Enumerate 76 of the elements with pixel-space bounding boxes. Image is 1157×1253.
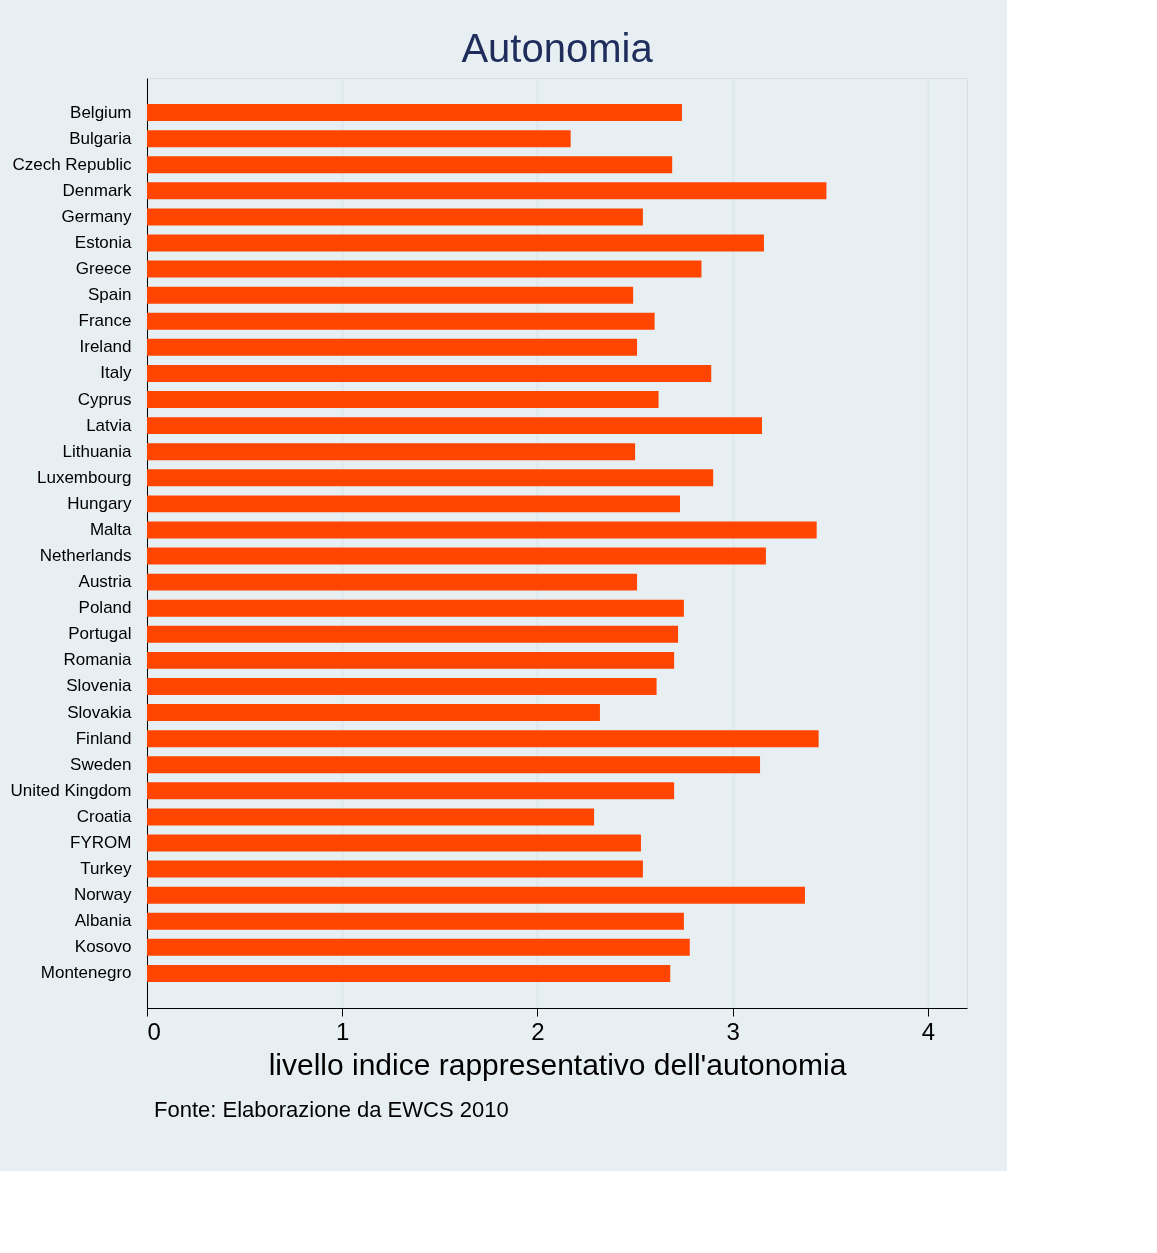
chart-title: Autonomia (461, 26, 654, 70)
bar (147, 364, 712, 382)
bar (147, 782, 675, 800)
bar (147, 730, 819, 748)
y-tick-label: Albania (74, 911, 133, 931)
bar (147, 338, 638, 356)
y-tick-label: Norway (73, 885, 132, 905)
bar (147, 391, 659, 408)
y-tick-label: France (78, 311, 132, 331)
y-tick-label: Austria (78, 572, 133, 592)
bar (147, 860, 643, 878)
x-tick-label: 0 (147, 1017, 161, 1045)
y-tick-label: Hungary (67, 493, 132, 513)
bar (147, 834, 641, 852)
bar (147, 234, 764, 252)
y-tick-label: Italy (100, 363, 132, 383)
y-tick-label: Poland (78, 598, 132, 618)
y-tick-label: Slovenia (66, 676, 133, 696)
y-tick-label: United Kingdom (10, 780, 132, 800)
y-tick-label: Latvia (86, 415, 133, 435)
y-tick-label: Netherlands (39, 546, 132, 566)
bar (147, 495, 680, 513)
y-tick-label: Kosovo (74, 937, 132, 957)
bar (147, 678, 657, 695)
bar (147, 573, 638, 591)
y-tick-label: Malta (89, 519, 133, 539)
y-tick-label: Belgium (70, 102, 132, 122)
x-tick-label: 2 (531, 1017, 545, 1045)
y-tick-label: Slovakia (67, 702, 133, 722)
bar (147, 547, 766, 565)
y-tick-label: Romania (63, 650, 133, 670)
bar (147, 704, 600, 722)
bar (147, 599, 684, 617)
bar (147, 417, 762, 435)
y-tick-label: Ireland (79, 337, 132, 357)
bar (147, 964, 671, 982)
bar (147, 625, 679, 643)
y-tick-label: Sweden (70, 754, 132, 774)
bar (147, 156, 673, 174)
bar (147, 443, 636, 461)
x-tick-label: 3 (726, 1017, 740, 1045)
y-tick-label: Estonia (74, 233, 133, 252)
bar (147, 182, 827, 200)
x-tick-label: 1 (336, 1017, 350, 1045)
y-tick-label: Czech Republic (12, 154, 132, 174)
y-tick-label: Greece (75, 259, 132, 279)
bar (147, 521, 817, 539)
y-tick-label: Croatia (76, 806, 133, 826)
y-tick-label: Spain (88, 285, 132, 305)
y-tick-label: Portugal (68, 624, 132, 644)
source-note: Fonte: Elaborazione da EWCS 2010 (154, 1097, 509, 1122)
bar (147, 130, 571, 148)
y-tick-label: Denmark (62, 180, 132, 200)
bar (147, 651, 675, 669)
y-tick-label: Cyprus (77, 389, 132, 409)
bar (147, 208, 643, 226)
bar (147, 756, 761, 774)
bar (147, 104, 682, 122)
y-tick-label: Germany (61, 206, 132, 226)
x-tick-label: 4 (921, 1017, 936, 1045)
x-axis-title: livello indice rappresentativo dell'autonomia (268, 1047, 847, 1081)
bar (147, 938, 690, 956)
y-tick-label: FYROM (70, 833, 132, 852)
bar (147, 312, 655, 330)
bar (147, 286, 634, 304)
y-tick-label: Turkey (80, 859, 132, 879)
y-tick-label: Finland (75, 728, 132, 748)
bar (147, 469, 714, 487)
y-tick-label: Luxembourg (36, 467, 132, 487)
bar (147, 260, 702, 278)
bar (147, 912, 684, 930)
bar (147, 808, 595, 826)
y-tick-label: Bulgaria (69, 128, 133, 148)
y-tick-label: Lithuania (62, 441, 133, 461)
y-tick-label: Montenegro (40, 963, 132, 983)
bar (147, 886, 805, 904)
